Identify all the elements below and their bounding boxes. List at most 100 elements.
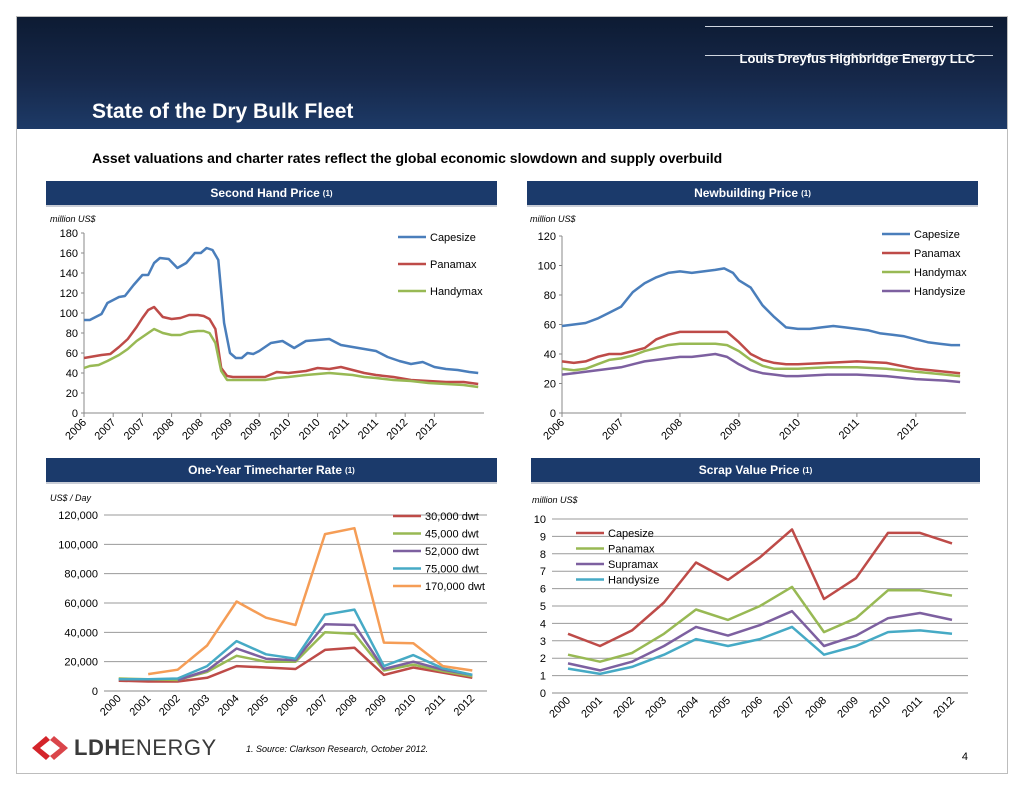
series-line-panamax (83, 305, 479, 386)
x-tick-label: 2006 (739, 695, 765, 721)
y-tick-label: 10 (534, 514, 546, 526)
y-tick-label: 40 (66, 368, 78, 380)
series-line-handysize (567, 625, 953, 676)
y-tick-label: 60 (66, 348, 78, 360)
x-tick-label: 2009 (835, 695, 861, 721)
y-tick-label: 80,000 (64, 569, 98, 581)
x-tick-label: 2008 (803, 695, 829, 721)
y-tick-label: 80 (544, 290, 556, 302)
legend-label-30-000-dwt: 30,000 dwt (425, 511, 479, 523)
y-tick-label: 180 (60, 228, 78, 240)
logo-text: LDHENERGY (74, 735, 217, 761)
y-tick-label: 0 (550, 408, 556, 420)
logo-text-bold: LDH (74, 735, 121, 760)
unit-label-newbuilding: million US$ (530, 214, 576, 224)
series-line-panamax (567, 585, 953, 663)
legend-label-panamax: Panamax (608, 544, 655, 556)
legend-label-handymax: Handymax (430, 286, 483, 298)
panel-title-text: One-Year Timecharter Rate (188, 463, 343, 477)
panel-title-newbuilding: Newbuilding Price (1) (527, 181, 978, 207)
header-band: Louis Dreyfus Highbridge Energy LLC (17, 17, 1007, 129)
panel-title-text: Newbuilding Price (694, 186, 799, 200)
y-tick-label: 120 (60, 288, 78, 300)
y-tick-label: 2 (540, 653, 546, 665)
series-line-handymax (83, 327, 479, 389)
logo-text-rest: ENERGY (120, 735, 217, 760)
x-tick-label: 2010 (867, 695, 893, 721)
y-tick-label: 6 (540, 584, 546, 596)
series-line-170-000-dwt (148, 526, 473, 676)
unit-label-second-hand: million US$ (50, 214, 96, 224)
y-tick-label: 80 (66, 328, 78, 340)
panel-title-text: Scrap Value Price (698, 463, 800, 477)
unit-label-scrap: million US$ (532, 495, 578, 505)
ldh-diamond-icon (32, 736, 68, 760)
legend-label-handymax: Handymax (914, 267, 967, 279)
x-tick-label: 2005 (707, 695, 733, 721)
y-tick-label: 3 (540, 636, 546, 648)
y-tick-label: 20 (544, 379, 556, 391)
x-tick-label: 2000 (547, 695, 573, 721)
page-title: State of the Dry Bulk Fleet (92, 100, 354, 123)
y-tick-label: 40,000 (64, 627, 98, 639)
series-line-75-000-dwt (118, 608, 473, 681)
legend-label-handysize: Handysize (608, 575, 659, 587)
y-tick-label: 4 (540, 618, 546, 630)
x-tick-label: 2002 (611, 695, 637, 721)
footnote-ref: (1) (801, 188, 811, 198)
x-tick-label: 2003 (643, 695, 669, 721)
company-name: Louis Dreyfus Highbridge Energy LLC (739, 51, 975, 66)
y-tick-label: 7 (540, 566, 546, 578)
y-tick-label: 1 (540, 671, 546, 683)
x-tick-label: 2001 (579, 695, 605, 721)
series-line-30-000-dwt (118, 646, 473, 683)
source-footnote: 1. Source: Clarkson Research, October 20… (246, 744, 429, 754)
footnote-ref: (1) (802, 465, 813, 475)
y-tick-label: 5 (540, 601, 546, 613)
y-tick-label: 40 (544, 349, 556, 361)
series-line-handymax (561, 342, 961, 378)
y-tick-label: 9 (540, 531, 546, 543)
y-tick-label: 120 (538, 231, 556, 243)
footnote-ref: (1) (322, 188, 333, 198)
y-tick-label: 100,000 (58, 539, 98, 551)
slide-frame (16, 16, 1008, 774)
x-tick-label: 2011 (900, 695, 925, 720)
y-tick-label: 20 (66, 388, 78, 400)
panel-title-scrap: Scrap Value Price (1) (531, 458, 980, 484)
legend-label-supramax: Supramax (608, 559, 659, 571)
series-line-handysize (561, 352, 961, 384)
y-tick-label: 100 (538, 261, 556, 273)
y-tick-label: 0 (540, 688, 546, 700)
y-tick-label: 0 (92, 686, 98, 698)
y-tick-label: 160 (60, 248, 78, 260)
series-line-supramax (567, 609, 953, 672)
legend-label-handysize: Handysize (914, 286, 965, 298)
legend-label-panamax: Panamax (430, 259, 477, 271)
series-line-capesize (561, 267, 961, 347)
legend-label-capesize: Capesize (608, 528, 654, 540)
ldh-logo: LDHENERGY (32, 734, 217, 762)
page-subtitle: Asset valuations and charter rates refle… (92, 150, 723, 166)
x-tick-label: 2012 (931, 695, 957, 721)
company-rule-top (705, 26, 993, 27)
legend-label-52-000-dwt: 52,000 dwt (425, 546, 479, 558)
panel-title-second-hand: Second Hand Price (1) (46, 181, 497, 207)
x-tick-label: 2004 (675, 695, 701, 721)
y-tick-label: 20,000 (64, 657, 98, 669)
y-tick-label: 60 (544, 320, 556, 332)
legend-label-45-000-dwt: 45,000 dwt (425, 529, 479, 541)
legend-label-capesize: Capesize (914, 229, 960, 241)
y-tick-label: 140 (60, 268, 78, 280)
legend-label-75-000-dwt: 75,000 dwt (425, 564, 479, 576)
series-line-panamax (561, 330, 961, 375)
legend-label-panamax: Panamax (914, 248, 961, 260)
company-rule-bottom (705, 55, 993, 56)
y-tick-label: 0 (72, 408, 78, 420)
page-number: 4 (961, 751, 968, 763)
unit-label-timecharter: US$ / Day (50, 493, 92, 503)
